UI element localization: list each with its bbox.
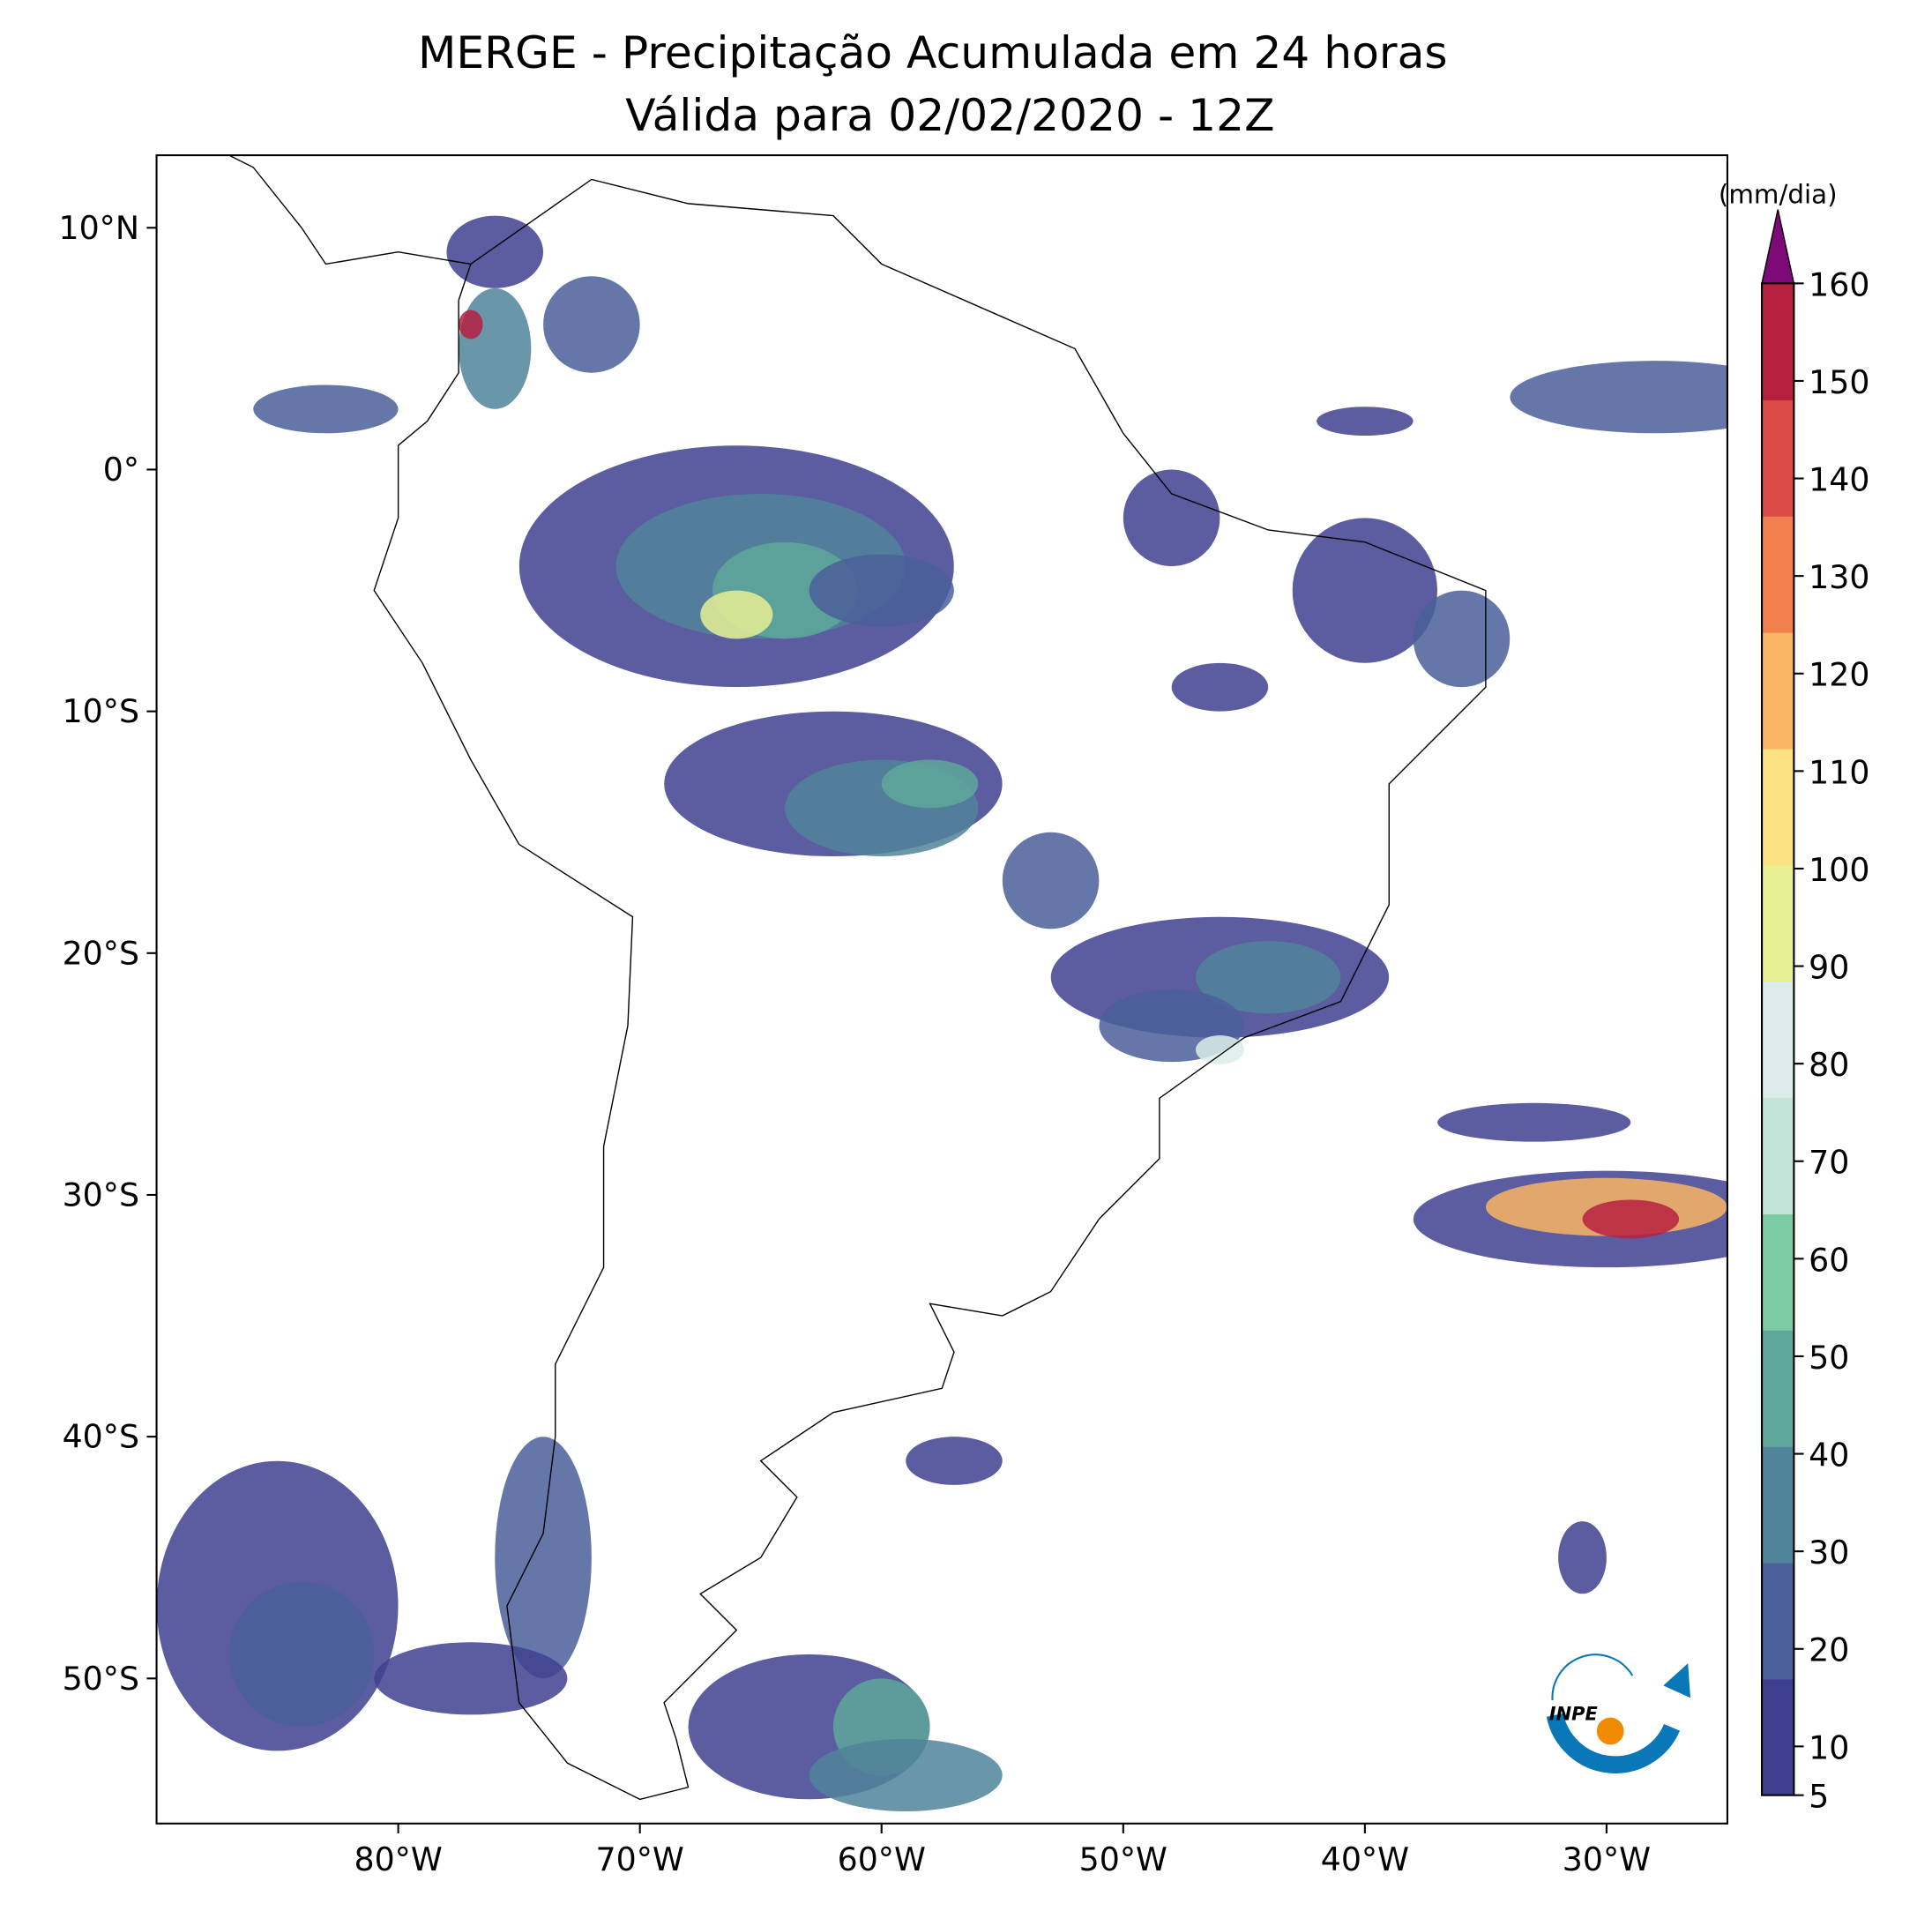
- colorbar-band: [1762, 1097, 1794, 1215]
- colorbar-tick-label: 80: [1809, 1046, 1849, 1084]
- precip-area: [1437, 1102, 1631, 1142]
- colorbar-tick-label: 100: [1809, 851, 1869, 889]
- precip-area: [1292, 518, 1438, 663]
- precip-area: [374, 1642, 568, 1715]
- precip-area: [809, 554, 954, 627]
- coastline: [228, 155, 471, 265]
- colorbar-extend: [1761, 209, 1795, 285]
- x-tick-label: 60°W: [838, 1840, 926, 1878]
- colorbar-tick-label: 10: [1809, 1728, 1849, 1766]
- y-tick-label: 10°N: [58, 209, 139, 247]
- logo-arrow: [1663, 1663, 1691, 1698]
- colorbar-band: [1762, 748, 1794, 866]
- map-title: MERGE - Precipitação Acumulada em 24 hor…: [418, 26, 1448, 78]
- colorbar-band: [1762, 1446, 1794, 1564]
- colorbar-band: [1762, 1562, 1794, 1680]
- x-tick-label: 40°W: [1321, 1840, 1409, 1878]
- precip-area: [253, 384, 399, 434]
- colorbar-tick-label: 120: [1809, 656, 1869, 694]
- logo-ring: [1551, 1653, 1634, 1701]
- precip-area: [495, 1437, 592, 1679]
- precip-area: [228, 1581, 375, 1728]
- precip-area: [1317, 407, 1414, 437]
- map-area: [156, 155, 1727, 1812]
- precip-area: [906, 1437, 1003, 1485]
- colorbar-band: [1762, 399, 1794, 517]
- precip-area: [459, 310, 483, 340]
- colorbar-tick-label: 150: [1809, 363, 1869, 401]
- colorbar-label: (mm/dia): [1719, 180, 1838, 210]
- colorbar-tick-label: 70: [1809, 1144, 1849, 1182]
- colorbar-tick-label: 30: [1809, 1534, 1849, 1571]
- precip-area: [1413, 590, 1511, 688]
- colorbar-tick-label: 50: [1809, 1339, 1849, 1377]
- colorbar-band: [1762, 1213, 1794, 1331]
- map-frame: [155, 153, 1728, 1825]
- precip-area: [1196, 941, 1341, 1014]
- colorbar-tick-label: 160: [1809, 265, 1869, 303]
- x-tick-label: 30°W: [1563, 1840, 1651, 1878]
- logo-swoosh: [1546, 1713, 1681, 1773]
- y-tick-label: 0°: [103, 451, 139, 489]
- precip-area: [1510, 361, 1727, 434]
- colorbar-band: [1762, 1330, 1794, 1447]
- colorbar-band: [1762, 981, 1794, 1099]
- precip-area: [1171, 662, 1269, 712]
- precip-area: [543, 276, 640, 373]
- y-tick-label: 20°S: [63, 934, 139, 972]
- y-tick-label: 10°S: [63, 692, 139, 730]
- colorbar-band: [1762, 864, 1794, 982]
- precip-area: [700, 590, 773, 639]
- logo-sun: [1596, 1717, 1624, 1745]
- precip-area: [1558, 1521, 1607, 1594]
- x-tick-label: 80°W: [354, 1840, 442, 1878]
- logo-text: INPE: [1549, 1703, 1599, 1724]
- colorbar-tick-label: 40: [1809, 1437, 1849, 1474]
- colorbar-band: [1762, 631, 1794, 750]
- colorbar-tick-label: 110: [1809, 753, 1869, 791]
- colorbar-frame: [1761, 282, 1795, 1796]
- precip-area: [459, 287, 532, 409]
- colorbar-tick-label: 5: [1809, 1778, 1829, 1816]
- precip-area: [1123, 469, 1220, 567]
- precip-area: [881, 759, 979, 809]
- precip-area: [1002, 832, 1100, 929]
- colorbar-tick-label: 140: [1809, 461, 1869, 499]
- coastline: [373, 178, 1487, 1801]
- inpe-logo: INPE: [1546, 1653, 1691, 1773]
- colorbar-band: [1762, 516, 1794, 633]
- x-tick-label: 70°W: [596, 1840, 684, 1878]
- x-tick-label: 50°W: [1079, 1840, 1167, 1878]
- colorbar-band: [1762, 283, 1794, 400]
- y-tick-label: 30°S: [63, 1176, 139, 1214]
- y-tick-label: 50°S: [63, 1660, 139, 1698]
- precip-area: [1582, 1199, 1680, 1239]
- y-tick-label: 40°S: [63, 1418, 139, 1456]
- colorbar-tick-label: 20: [1809, 1631, 1849, 1669]
- colorbar-tick-label: 90: [1809, 949, 1849, 987]
- colorbar-tick-label: 130: [1809, 558, 1869, 596]
- precip-area: [1196, 1035, 1244, 1064]
- colorbar-tick-label: 60: [1809, 1241, 1849, 1279]
- precip-area: [809, 1738, 1003, 1812]
- map-subtitle: Válida para 02/02/2020 - 12Z: [625, 89, 1275, 141]
- precip-area: [446, 215, 544, 288]
- colorbar-band: [1762, 1678, 1794, 1796]
